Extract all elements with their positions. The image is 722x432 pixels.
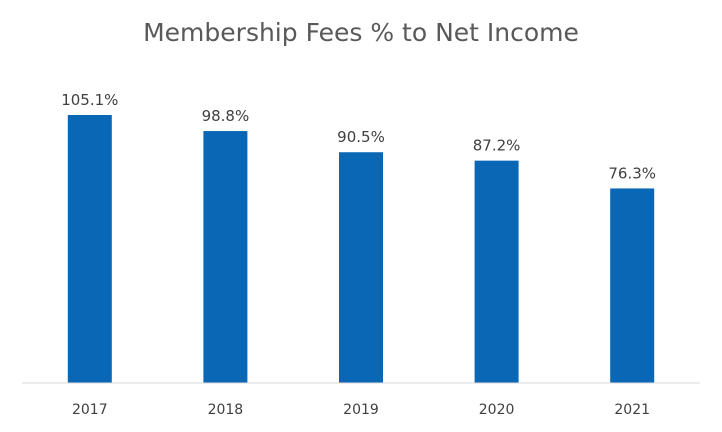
bar-2019 bbox=[339, 152, 383, 383]
data-label-2019: 90.5% bbox=[337, 128, 385, 146]
data-label-2020: 87.2% bbox=[473, 137, 521, 155]
chart-title: Membership Fees % to Net Income bbox=[143, 18, 579, 47]
data-labels-group: 105.1% 98.8% 90.5% 87.2% 76.3% bbox=[61, 91, 656, 182]
x-tick-labels-group: 2017 2018 2019 2020 2021 bbox=[72, 402, 650, 418]
data-label-2017: 105.1% bbox=[61, 91, 118, 109]
x-tick-2019: 2019 bbox=[343, 402, 379, 418]
x-tick-2021: 2021 bbox=[614, 402, 650, 418]
x-tick-2018: 2018 bbox=[208, 402, 244, 418]
bars-group bbox=[67, 115, 655, 383]
bar-2017 bbox=[67, 115, 112, 383]
x-tick-2020: 2020 bbox=[479, 402, 515, 418]
bar-2018 bbox=[203, 131, 248, 383]
bar-2020 bbox=[474, 160, 519, 383]
data-label-2021: 76.3% bbox=[608, 164, 656, 182]
data-label-2018: 98.8% bbox=[202, 107, 250, 125]
bar-2021 bbox=[610, 188, 655, 383]
x-tick-2017: 2017 bbox=[72, 402, 108, 418]
